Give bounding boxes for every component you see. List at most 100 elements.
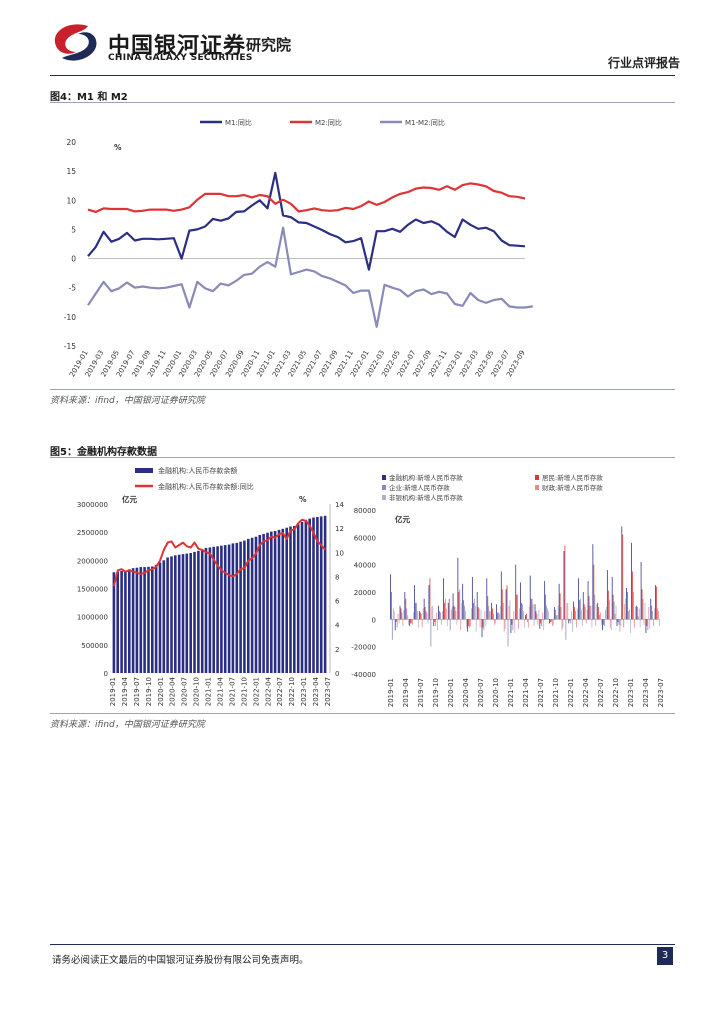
bar-2 — [560, 607, 562, 620]
legend-label-2: 企业:新增人民币存款 — [389, 483, 450, 492]
bar-0 — [423, 598, 425, 620]
bar — [220, 545, 223, 673]
bar-2 — [406, 608, 408, 620]
bar — [162, 560, 166, 673]
bar-3 — [465, 611, 466, 620]
x-tick-label: 2022-10 — [612, 678, 620, 707]
x-tick-label: 2019-04 — [402, 677, 410, 707]
x-tick-label: 2019-10 — [145, 677, 153, 706]
bar — [170, 556, 173, 673]
x-tick-label: 2022-01 — [252, 677, 260, 706]
legend-label-1: M2:同比 — [315, 118, 342, 127]
y-tick-label: 1500000 — [77, 586, 108, 594]
bar-2 — [623, 619, 625, 628]
figure4-top-rule — [50, 102, 675, 103]
bar-0 — [529, 575, 531, 620]
bar-1 — [410, 619, 412, 624]
bar-0 — [491, 602, 493, 620]
bar-1 — [569, 619, 571, 621]
x-tick-label: 2022-07 — [276, 677, 284, 706]
bar-4 — [461, 602, 463, 620]
bar-1 — [429, 578, 431, 620]
bar-3 — [489, 611, 491, 620]
bar-1 — [468, 619, 469, 627]
bar-3 — [600, 612, 601, 620]
y2-tick-label: 14 — [335, 501, 344, 509]
bar-1 — [627, 592, 628, 620]
bar-2 — [637, 616, 639, 620]
bar-4 — [408, 619, 410, 625]
bar-1 — [636, 607, 638, 620]
bar-1 — [497, 612, 498, 620]
x-tick-label: 2022-01 — [567, 678, 575, 707]
bar-1 — [521, 602, 522, 620]
bar-4 — [480, 609, 482, 620]
bar-4 — [437, 619, 439, 631]
bar-0 — [573, 601, 574, 620]
bar — [197, 550, 200, 673]
bar — [128, 569, 131, 673]
legend-label-3: 财政:新增人民币存款 — [542, 483, 603, 492]
figure4-bottom-rule — [50, 389, 675, 390]
bar-3 — [590, 605, 592, 620]
bar-3 — [426, 612, 428, 620]
bar-0 — [602, 619, 603, 631]
bar — [289, 526, 292, 673]
bar-3 — [633, 619, 635, 628]
bar-3 — [494, 619, 495, 625]
bar-1 — [415, 602, 416, 620]
bar-4 — [432, 605, 434, 620]
x-tick-label: 2019-07 — [133, 677, 141, 706]
bar-2 — [464, 605, 466, 620]
bar-0 — [616, 619, 618, 627]
bar — [262, 533, 265, 673]
y-tick-label: 1000000 — [77, 614, 108, 622]
company-name-cn: 中国银河证券 — [108, 34, 247, 59]
bar-4 — [639, 619, 641, 628]
bar-0 — [587, 581, 589, 620]
bar — [247, 538, 250, 673]
x-tick-label: 2019-01 — [387, 678, 395, 707]
legend-label-4: 非银机构:新增人民币存款 — [389, 493, 463, 502]
bar-4 — [495, 619, 496, 624]
y-tick-label: -5 — [69, 284, 77, 293]
bar-3 — [614, 613, 616, 620]
bar-1 — [622, 534, 624, 620]
bar — [166, 557, 169, 673]
x-tick-label: 2022-07 — [597, 678, 605, 707]
bar-2 — [565, 619, 567, 640]
x-tick-label: 2020-10 — [193, 677, 201, 706]
bar-4 — [393, 611, 395, 620]
page-number: 3 — [657, 947, 673, 965]
y-tick-label: 10 — [66, 196, 76, 205]
bar — [239, 541, 242, 673]
bar-3 — [595, 619, 597, 627]
bar-3 — [658, 611, 659, 620]
figure5-source: 资料来源：ifind，中国银河证券研究院 — [50, 720, 205, 730]
bar — [281, 528, 285, 673]
bar — [250, 537, 254, 673]
bar-4 — [659, 619, 660, 627]
bar-3 — [585, 619, 587, 624]
bar-1 — [453, 605, 455, 620]
bar — [243, 540, 246, 673]
bar-1 — [448, 598, 450, 620]
bar-3 — [392, 608, 394, 620]
bar-3 — [431, 607, 433, 620]
bar-4 — [596, 604, 598, 620]
bar-3 — [638, 608, 640, 620]
y2-tick-label: 2 — [335, 646, 339, 654]
x-tick-label: 2019-10 — [432, 678, 440, 707]
bar-2 — [416, 602, 417, 620]
bar-2 — [536, 613, 538, 620]
bar-4 — [490, 611, 492, 620]
bar-0 — [606, 570, 608, 620]
bar-2 — [652, 611, 654, 620]
bar-4 — [567, 602, 569, 620]
bar-1 — [617, 619, 619, 622]
bar-4 — [615, 605, 617, 620]
bar-1 — [444, 602, 445, 620]
bar-2 — [546, 605, 547, 620]
yoy-line — [112, 518, 326, 587]
bar-1 — [588, 596, 590, 620]
